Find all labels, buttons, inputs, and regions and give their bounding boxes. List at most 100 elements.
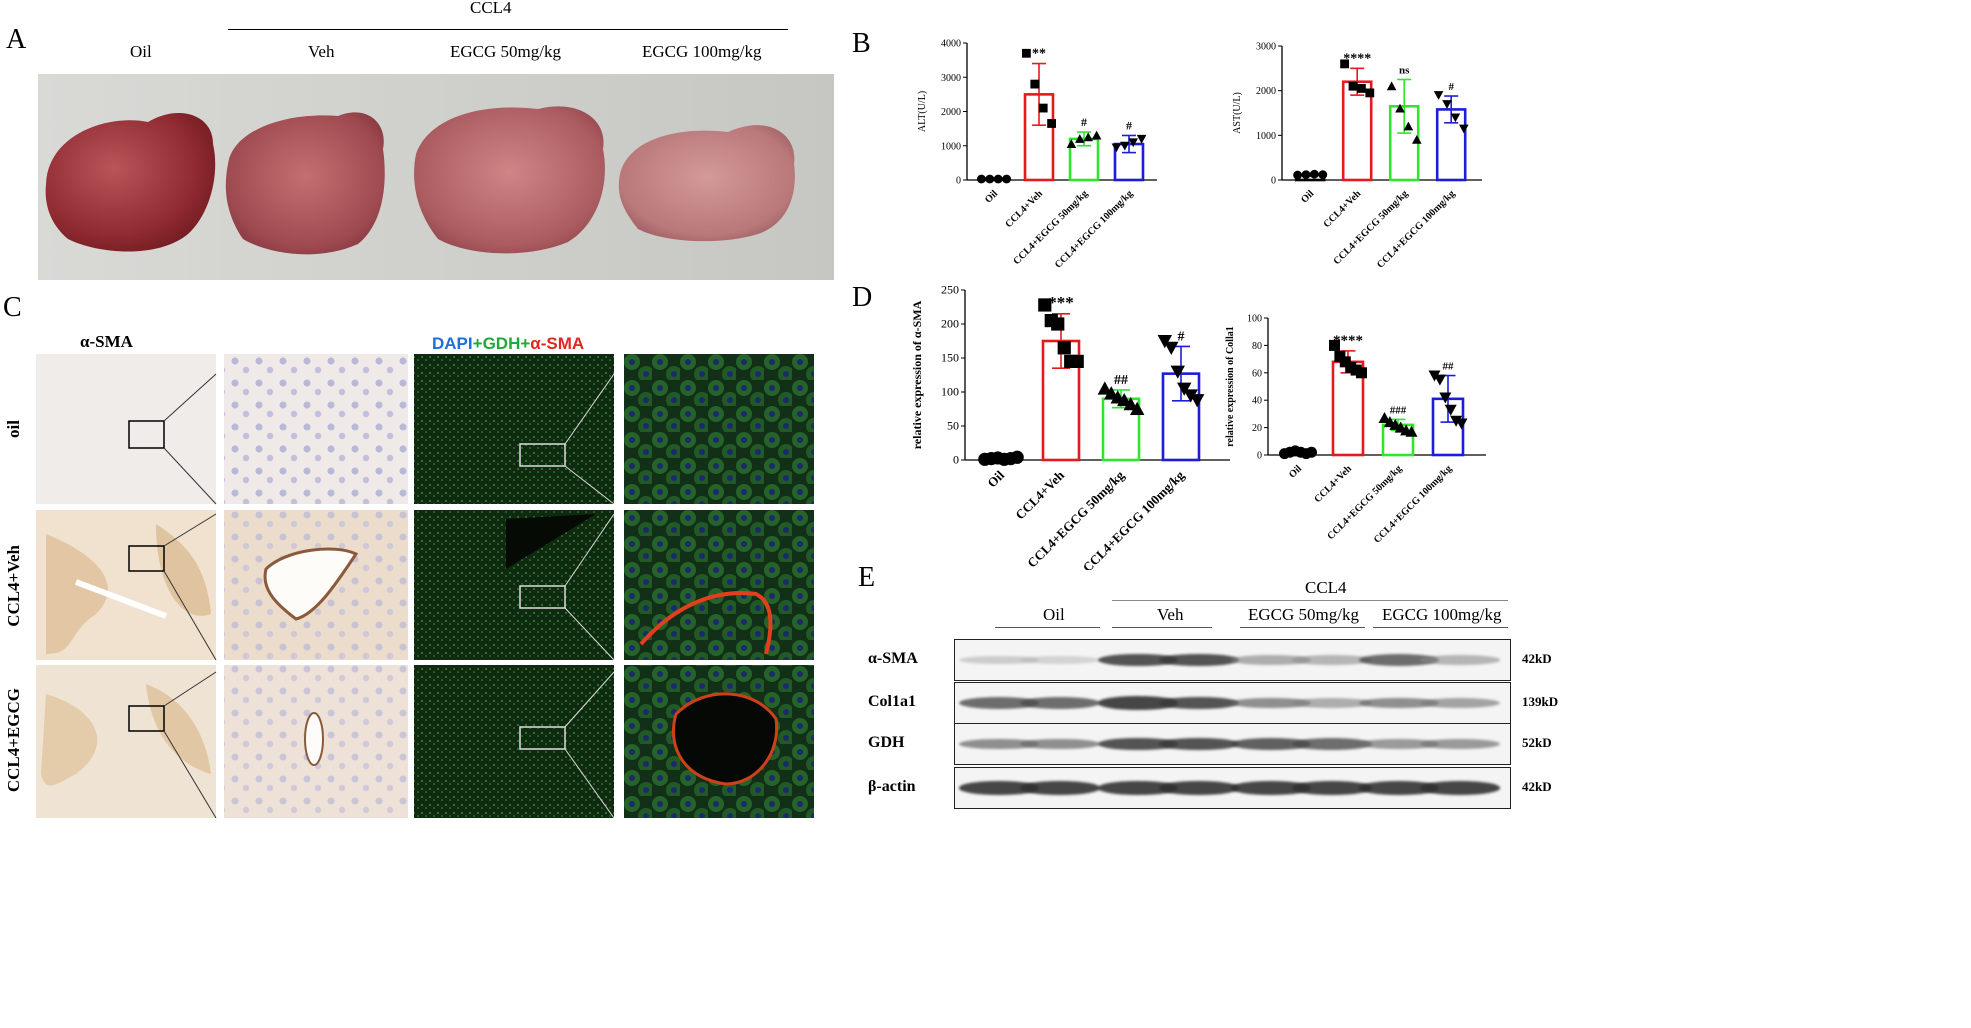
data-point <box>1170 365 1185 379</box>
significance-label: # <box>1126 118 1132 132</box>
y-tick-label: 80 <box>1252 341 1262 352</box>
blot-band <box>1231 781 1312 795</box>
blot-kd-label: 139kD <box>1522 694 1559 709</box>
x-tick-label: Oil <box>1287 463 1304 480</box>
blot-kd-label: 42kD <box>1522 651 1552 666</box>
blot-band <box>1420 655 1501 665</box>
zoom-box-ihc-egcg <box>128 705 165 732</box>
data-point <box>1340 59 1349 69</box>
if-header-plus2: + <box>520 334 531 353</box>
x-tick-label: CCL4+Veh <box>1312 463 1354 505</box>
blot-band <box>1020 697 1101 709</box>
x-tick-label: CCL4+EGCG 100mg/kg <box>1080 467 1188 570</box>
blot-band <box>1159 696 1240 710</box>
panel-a-group-veh: Veh <box>308 42 335 61</box>
panel-label-e: E <box>858 562 876 593</box>
y-tick-label: 0 <box>1257 451 1262 462</box>
blot-band <box>1020 656 1101 664</box>
blot-band <box>1159 653 1240 667</box>
panel-label-d: D <box>852 282 873 313</box>
data-point <box>1405 425 1418 437</box>
data-point <box>1459 124 1469 134</box>
data-point <box>1083 132 1093 142</box>
data-point <box>1177 382 1192 396</box>
significance-label: ns <box>1399 65 1410 77</box>
ihc-low-oil <box>36 354 216 504</box>
data-point <box>1395 103 1405 113</box>
blot-band <box>1098 696 1179 710</box>
y-tick-label: 200 <box>941 317 959 331</box>
chart-sma: 0 50 100 150 200 250 relative expression of α-… <box>910 283 1230 570</box>
blot-band <box>1359 738 1439 750</box>
data-point <box>1318 170 1328 180</box>
blot-band <box>1231 655 1312 665</box>
data-point <box>1301 170 1311 180</box>
if-header-dapi: DAPI <box>432 334 473 353</box>
data-point <box>1051 317 1065 331</box>
significance-label: ** <box>1032 47 1046 62</box>
data-point <box>1329 339 1340 351</box>
chart-ast: 0 1000 2000 3000 AST(U/L) Oil **** CCL4+Veh ns CC… <box>1232 42 1482 271</box>
panel-e-ccl4-header: CCL4 <box>1305 578 1347 597</box>
data-point <box>1310 169 1319 179</box>
data-point <box>1030 79 1040 89</box>
data-point <box>1306 446 1317 458</box>
x-tick-label: CCL4+EGCG 100mg/kg <box>1375 188 1457 270</box>
x-tick-label: CCL4+EGCG 100mg/kg <box>1053 188 1135 270</box>
blot-row <box>954 723 1511 765</box>
data-point <box>1455 418 1468 430</box>
data-point <box>1442 100 1452 109</box>
zoom-box-ihc-oil <box>128 420 165 449</box>
blot-protein-label: Col1a1 <box>868 693 916 710</box>
data-point <box>1123 397 1138 411</box>
y-tick-label: 250 <box>941 283 959 297</box>
blot-band <box>1292 698 1373 708</box>
data-point <box>1356 367 1367 379</box>
data-point <box>1010 450 1024 464</box>
blot-protein-label: β-actin <box>868 778 916 795</box>
panel-e-ccl4-line <box>1112 600 1508 601</box>
x-tick-label: Oil <box>983 188 1000 205</box>
data-point <box>1444 404 1457 416</box>
data-point <box>985 174 995 184</box>
data-point <box>1439 392 1452 404</box>
significance-label: ## <box>1443 361 1455 373</box>
blot-protein-label: GDH <box>868 734 905 751</box>
panel-c-row-label-egcg: CCL4+EGCG <box>4 688 23 793</box>
data-point <box>1433 91 1444 100</box>
blot-band <box>959 738 1040 750</box>
x-tick-label: Oil <box>1299 188 1316 205</box>
x-tick-label: CCL4+Veh <box>1322 188 1364 230</box>
y-tick-label: 20 <box>1252 423 1262 434</box>
x-tick-label: CCL4+EGCG 50mg/kg <box>1011 188 1090 267</box>
data-point <box>1386 81 1397 91</box>
panel-label-c: C <box>3 292 22 323</box>
if-header-gdh: GDH <box>482 334 521 353</box>
blot-band <box>1359 654 1439 666</box>
zoom-box-if-egcg <box>519 726 566 750</box>
zoom-box-if-oil <box>519 443 566 467</box>
panel-e-group-egcg50: EGCG 50mg/kg <box>1248 605 1359 624</box>
blot-band <box>1292 781 1373 795</box>
liver-veh <box>225 112 385 255</box>
blot-band <box>1420 738 1501 750</box>
y-tick-label: 100 <box>941 385 959 399</box>
blot-band <box>1292 655 1373 665</box>
panel-c-row-label-veh: CCL4+Veh <box>4 545 23 627</box>
y-tick-label: 50 <box>947 419 959 433</box>
blot-band <box>1292 738 1373 750</box>
zoom-box-ihc-veh <box>128 545 165 572</box>
if-low-egcg <box>414 665 614 818</box>
data-point <box>1128 138 1138 148</box>
blot-band <box>1359 781 1439 795</box>
panel-c-micrographs <box>36 354 814 818</box>
blot-row <box>954 639 1511 681</box>
x-tick-label: CCL4+Veh <box>1003 188 1045 230</box>
y-tick-label: 1000 <box>941 141 961 152</box>
data-point <box>993 174 1003 184</box>
panel-a-group-egcg100: EGCG 100mg/kg <box>642 42 762 61</box>
data-point <box>1097 381 1112 395</box>
liver-oil <box>45 113 216 252</box>
y-tick-label: 1000 <box>1256 131 1276 142</box>
blot-band <box>1159 737 1240 751</box>
